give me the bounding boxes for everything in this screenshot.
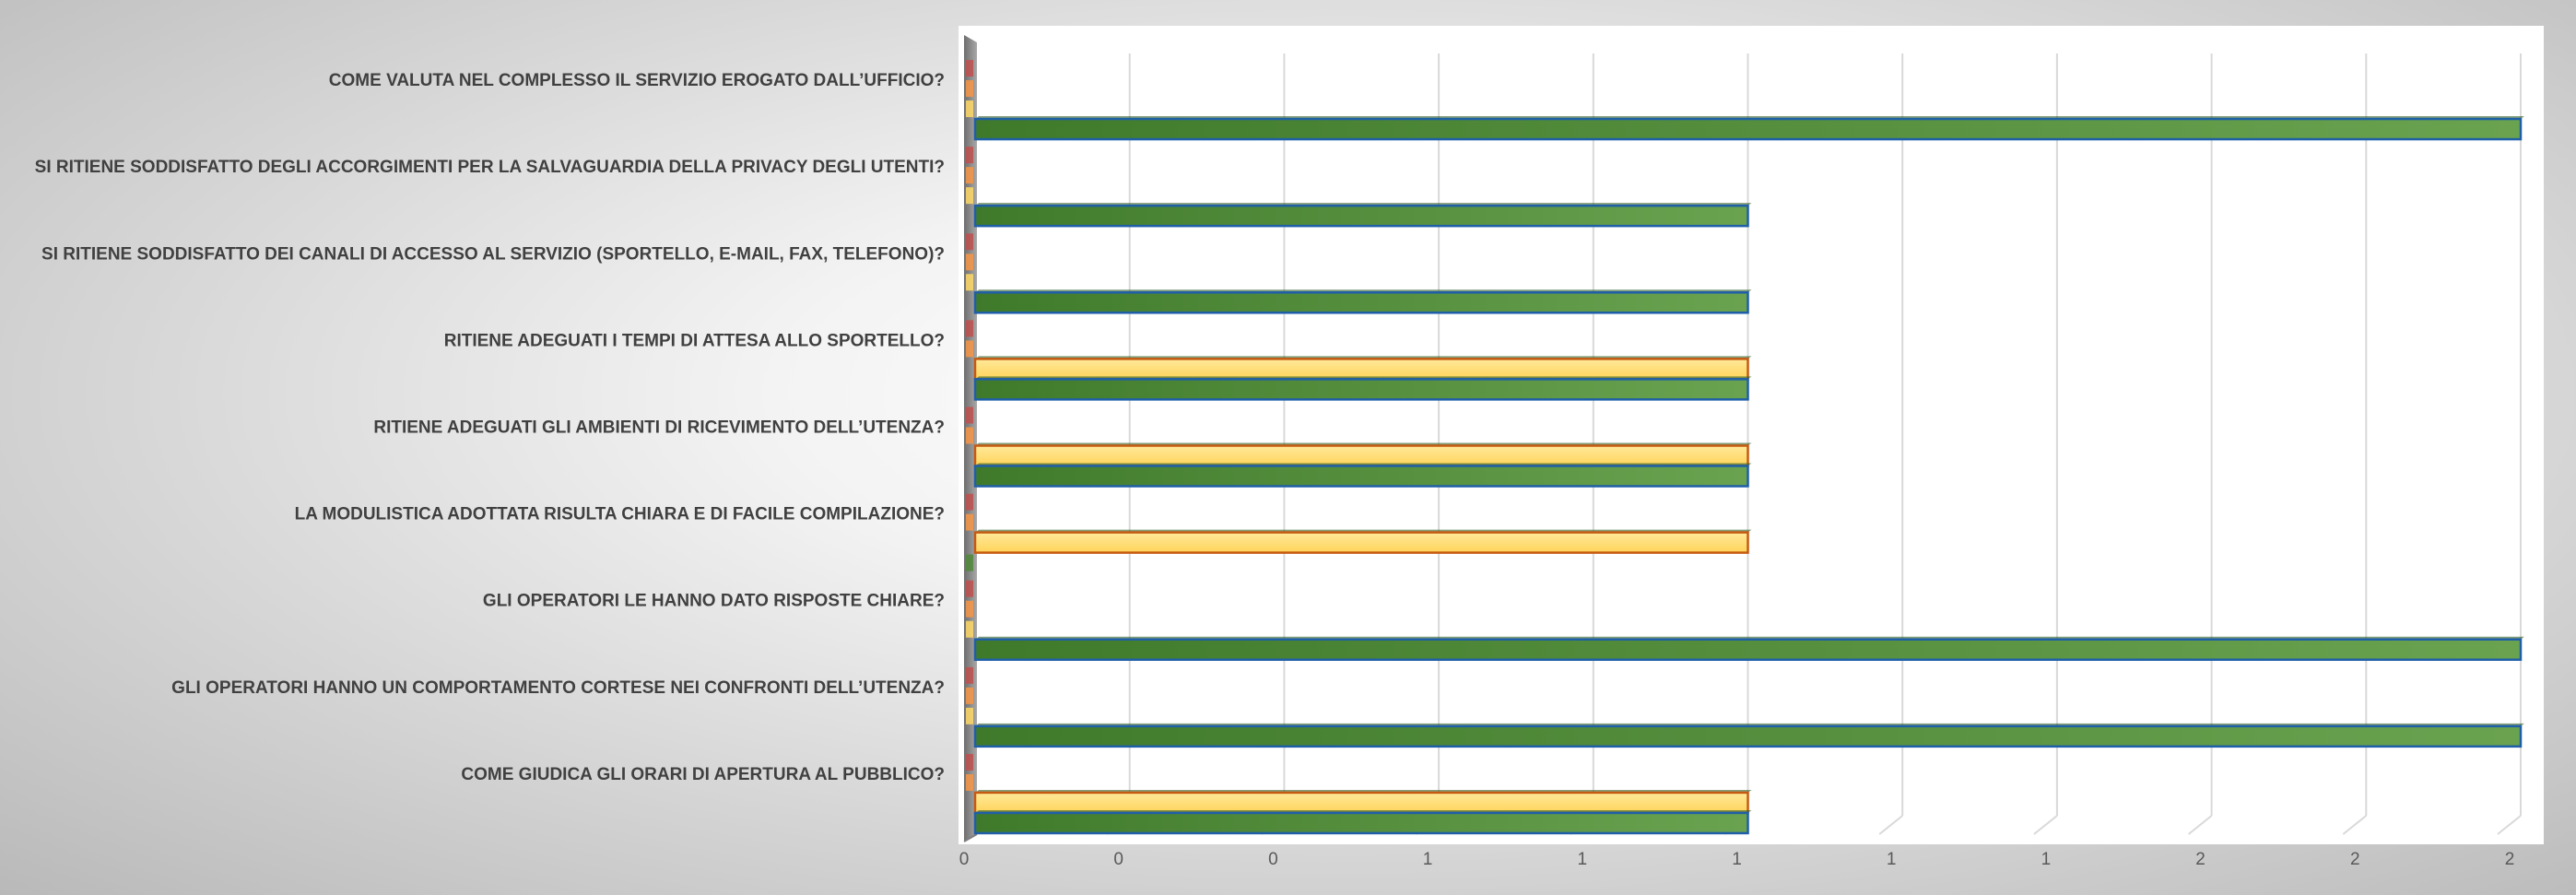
category-label: COME VALUTA NEL COMPLESSO IL SERVIZIO ER… [329,71,945,90]
x-tick-label: 2 [2505,850,2515,869]
bar [973,204,1749,228]
bar [973,638,2523,661]
x-tick-label: 1 [2041,850,2052,869]
bar-zero [966,167,973,184]
bar [973,811,1749,835]
bar-zero [966,493,973,511]
bar-zero [966,253,973,271]
gridline-floor [1878,815,1903,835]
axis-wall-edge [963,833,978,842]
category-label: SI RITIENE SODDISFATTO DEI CANALI DI ACC… [41,244,945,264]
category-label: RITIENE ADEGUATI I TEMPI DI ATTESA ALLO … [444,331,945,350]
gridline-floor [2342,815,2367,835]
category-label: GLI OPERATORI HANNO UN COMPORTAMENTO COR… [171,678,945,698]
bar-zero [966,80,973,98]
x-tick-label: 1 [1732,850,1742,869]
bar-zero [966,687,973,704]
bar-zero [966,100,973,118]
bar [973,791,1749,815]
bar [973,531,1749,554]
x-tick-label: 1 [1578,850,1588,869]
x-tick-labels: 0 0 0 1 1 1 1 1 2 2 2 [959,850,2515,869]
bar-zero [966,147,973,164]
x-tick-label: 1 [1887,850,1897,869]
category-label: SI RITIENE SODDISFATTO DEGLI ACCORGIMENT… [35,158,945,177]
bar-zero [966,620,973,638]
gridline-floor [2187,815,2213,835]
x-tick-label: 2 [2350,850,2360,869]
bar-zero [966,554,973,571]
bar-zero [966,427,973,444]
bar-zero [966,406,973,424]
category-label: LA MODULISTICA ADOTTATA RISULTA CHIARA E… [295,505,945,524]
category-labels: COME VALUTA NEL COMPLESSO IL SERVIZIO ER… [35,71,945,784]
bar-zero [966,187,973,205]
bar-zero [966,753,973,771]
bar [973,444,1749,467]
bar-zero [966,60,973,77]
gridline-floor [2033,815,2058,835]
bar-zero [966,513,973,531]
category-label: GLI OPERATORI LE HANNO DATO RISPOSTE CHI… [483,592,945,611]
plot-area [959,26,2544,844]
bar-zero [966,340,973,358]
x-tick-label: 0 [959,850,970,869]
bar [973,291,1749,314]
x-tick-label: 0 [1113,850,1123,869]
bar [973,117,2523,141]
bar-zero [966,773,973,791]
bar-zero [966,666,973,684]
bar-zero [966,600,973,618]
x-tick-label: 0 [1268,850,1278,869]
bar-zero [966,580,973,597]
x-tick-label: 1 [1423,850,1433,869]
bar [973,378,1749,401]
category-label: RITIENE ADEGUATI GLI AMBIENTI DI RICEVIM… [373,418,945,438]
bar-zero [966,233,973,251]
x-tick-label: 2 [2195,850,2205,869]
bar-zero [966,320,973,337]
bar [973,724,2523,748]
bar-zero [966,274,973,291]
bar [973,358,1749,381]
gridline-floor [2497,815,2522,835]
bar [973,465,1749,488]
bar-zero [966,707,973,724]
bars [966,60,2524,835]
category-label: COME GIUDICA GLI ORARI DI APERTURA AL PU… [461,765,945,784]
